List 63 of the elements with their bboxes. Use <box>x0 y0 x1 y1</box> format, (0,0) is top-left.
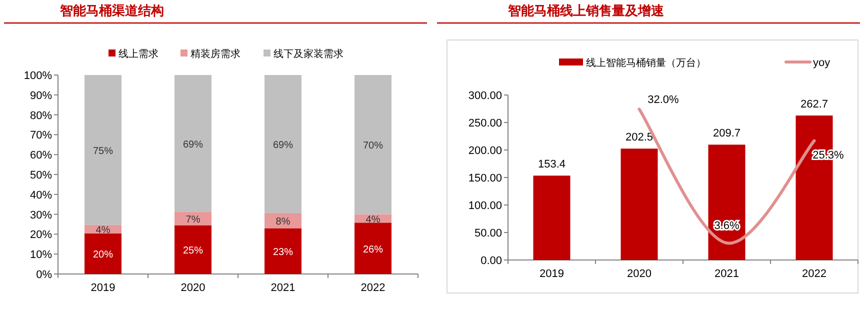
data-label: 4% <box>96 225 110 236</box>
bar <box>264 228 302 274</box>
data-label: 20% <box>92 250 114 261</box>
data-label: 153.4 <box>538 158 566 171</box>
y-tick-label: 10% <box>30 249 52 262</box>
y-tick-label: 70% <box>30 130 52 142</box>
bar <box>84 233 122 274</box>
data-label: 209.7 <box>712 128 741 140</box>
legend-label: 线上智能马桶销量（万台） <box>586 57 706 69</box>
bar <box>533 176 570 260</box>
x-tick-label: 2021 <box>714 268 739 280</box>
data-label: 26% <box>362 244 384 256</box>
bar <box>174 75 212 212</box>
bar <box>174 212 212 226</box>
bar <box>174 225 212 274</box>
data-label: 4% <box>366 214 380 226</box>
data-label: 70% <box>362 140 384 152</box>
y-tick-label: 0% <box>36 269 52 281</box>
data-label: 7% <box>186 214 200 226</box>
x-tick-label: 2020 <box>627 268 652 280</box>
x-tick-label: 2021 <box>270 282 296 294</box>
data-label: 3.6% <box>714 220 740 232</box>
y-tick-label: 250.00 <box>468 118 502 130</box>
x-tick-label: 2022 <box>802 268 826 280</box>
data-label: 23% <box>272 247 294 258</box>
legend-label: 精装房需求 <box>190 48 240 60</box>
legend-label: 线上需求 <box>118 48 158 60</box>
y-tick-label: 200.00 <box>468 145 502 157</box>
data-label: 25% <box>182 246 204 257</box>
data-label: 202.5 <box>625 132 654 144</box>
y-tick-label: 300.00 <box>468 90 502 102</box>
chart-title: 智能马桶渠道结构 <box>59 3 164 18</box>
data-label: 69% <box>272 140 294 151</box>
y-tick-label: 20% <box>30 229 52 242</box>
y-tick-label: 0.00 <box>480 255 502 267</box>
legend-label: yoy <box>813 57 831 69</box>
data-label: 75% <box>92 146 114 157</box>
bar <box>354 222 392 274</box>
x-tick-label: 2019 <box>540 268 564 280</box>
y-tick-label: 150.00 <box>468 172 502 184</box>
bar <box>708 144 746 260</box>
y-tick-label: 80% <box>30 110 52 122</box>
chart-title: 智能马桶线上销售量及增速 <box>507 3 665 18</box>
y-tick-label: 30% <box>30 209 52 222</box>
x-tick-label: 2020 <box>180 282 206 294</box>
legend-label: 线下及家装需求 <box>274 48 344 60</box>
bar <box>84 75 122 225</box>
y-tick-label: 50% <box>30 170 52 182</box>
y-tick-label: 40% <box>30 189 52 202</box>
y-tick-label: 100% <box>24 70 52 82</box>
bar <box>620 148 658 260</box>
x-tick-label: 2019 <box>90 282 116 294</box>
y-tick-label: 90% <box>30 90 52 102</box>
y-tick-label: 50.00 <box>474 228 502 240</box>
bar <box>354 75 392 214</box>
bar <box>264 75 302 213</box>
y-tick-label: 100.00 <box>468 200 502 212</box>
data-label: 8% <box>276 216 290 228</box>
data-label: 32.0% <box>648 94 680 106</box>
data-label: 69% <box>182 139 204 150</box>
x-tick-label: 2022 <box>360 282 386 294</box>
y-tick-label: 60% <box>30 150 52 162</box>
data-label: 262.7 <box>800 98 828 111</box>
